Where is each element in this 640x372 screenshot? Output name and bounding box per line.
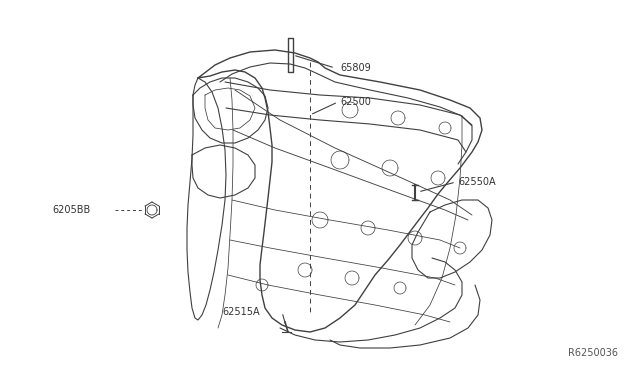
Text: 62515A: 62515A: [222, 307, 260, 317]
Text: 62550A: 62550A: [458, 177, 495, 187]
Text: 62500: 62500: [340, 97, 371, 107]
Text: 6205BB: 6205BB: [52, 205, 90, 215]
Text: R6250036: R6250036: [568, 348, 618, 358]
Text: 65809: 65809: [340, 63, 371, 73]
